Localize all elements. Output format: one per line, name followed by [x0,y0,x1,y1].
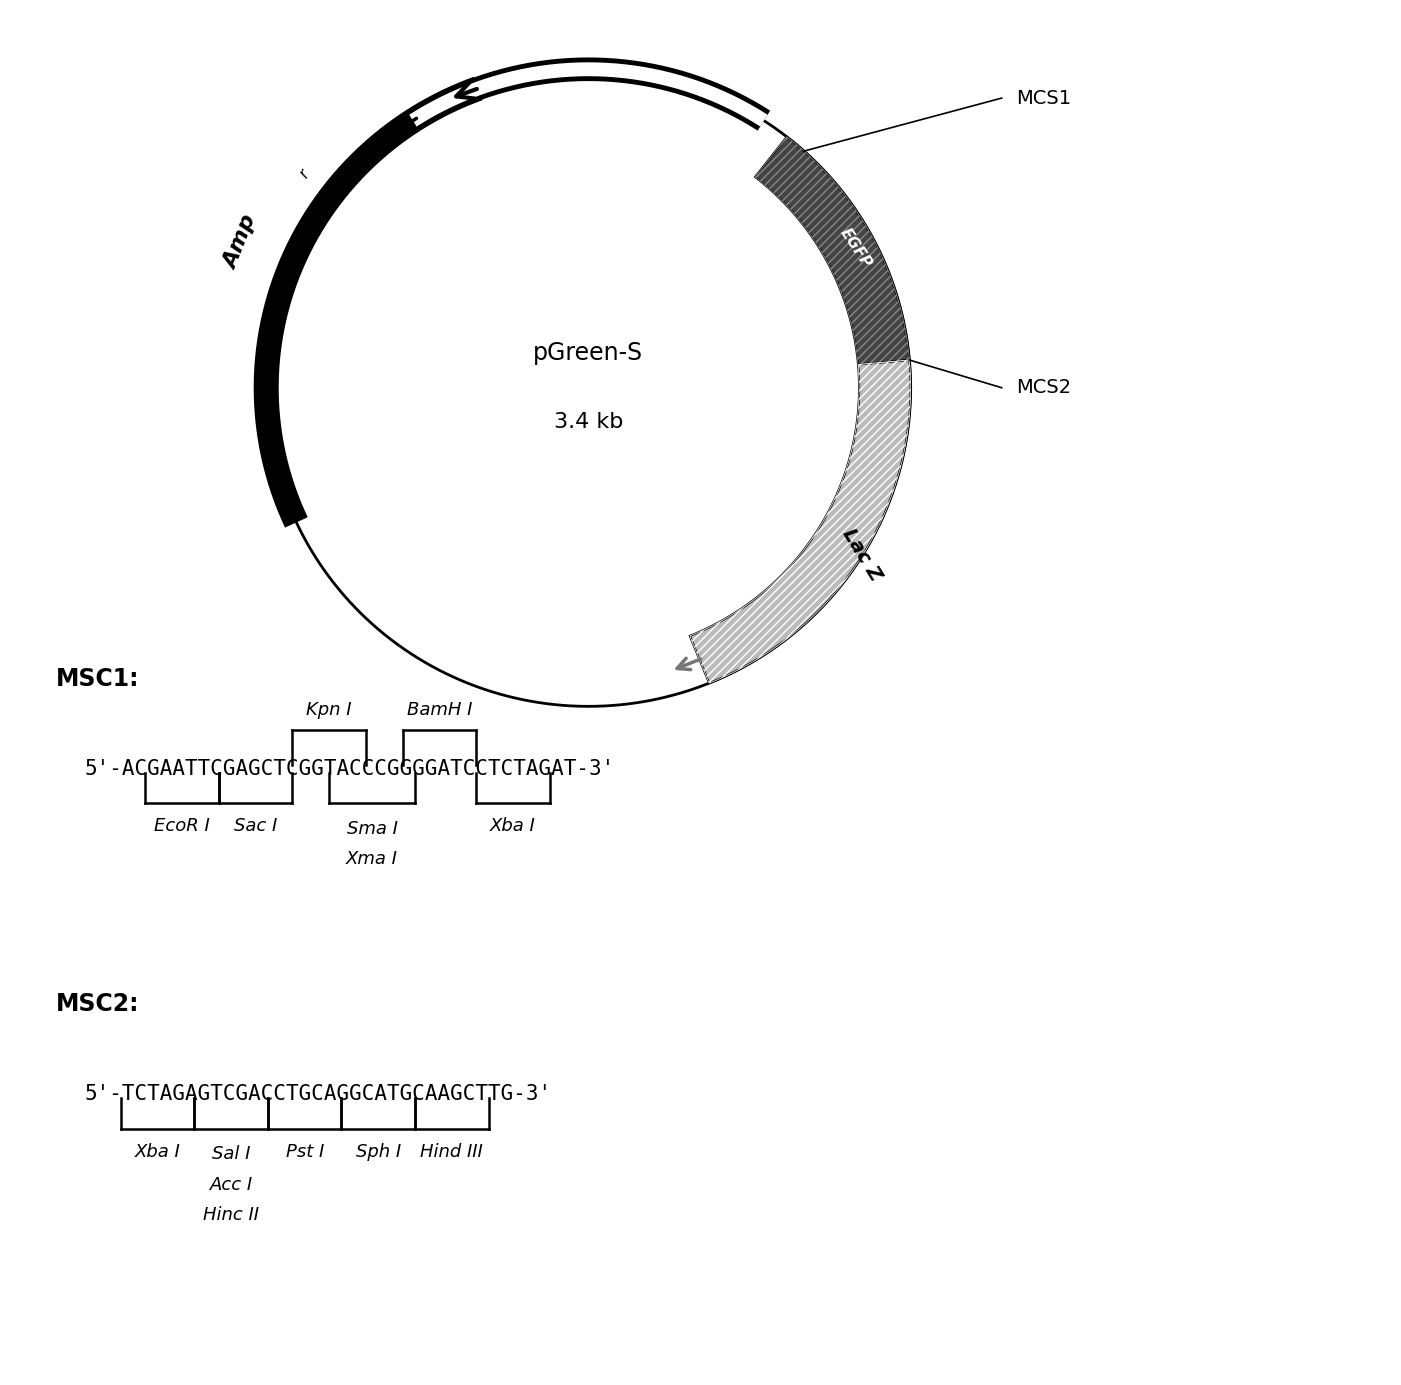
Text: Xba I: Xba I [134,1143,181,1161]
Text: MSC1:: MSC1: [56,666,140,691]
Text: Sma I: Sma I [346,820,398,838]
Text: Xma I: Xma I [346,850,398,868]
Text: Xba I: Xba I [490,817,537,835]
Text: Hinc II: Hinc II [203,1206,259,1224]
Text: Sac I: Sac I [234,817,277,835]
Text: MCS2: MCS2 [1016,378,1070,397]
Text: pGreen-S: pGreen-S [534,341,643,366]
Text: Lac Z: Lac Z [839,525,885,584]
Text: Kpn I: Kpn I [307,701,352,719]
Text: MCS1: MCS1 [1016,89,1070,108]
Text: EGFP: EGFP [838,226,874,270]
Text: 3.4 kb: 3.4 kb [553,413,623,432]
Polygon shape [755,137,909,364]
Text: Sph I: Sph I [356,1143,401,1161]
Text: MSC2:: MSC2: [56,992,140,1017]
Text: Pst I: Pst I [286,1143,324,1161]
Text: r: r [297,166,312,180]
Text: 5'-TCTAGAGTCGACCTGCAGGCATGCAAGCTTG-3': 5'-TCTAGAGTCGACCTGCAGGCATGCAAGCTTG-3' [84,1084,551,1104]
Text: Acc I: Acc I [210,1176,252,1194]
Text: Amp: Amp [220,212,261,271]
Text: EcoR I: EcoR I [154,817,210,835]
Polygon shape [689,360,911,683]
Text: 5'-ACGAATTCGAGCTCGGTACCCGGGGATCCTCTAGAT-3': 5'-ACGAATTCGAGCTCGGTACCCGGGGATCCTCTAGAT-… [84,759,614,778]
Text: BamH I: BamH I [406,701,472,719]
Text: Hind III: Hind III [420,1143,483,1161]
Text: Sal I: Sal I [212,1145,251,1163]
